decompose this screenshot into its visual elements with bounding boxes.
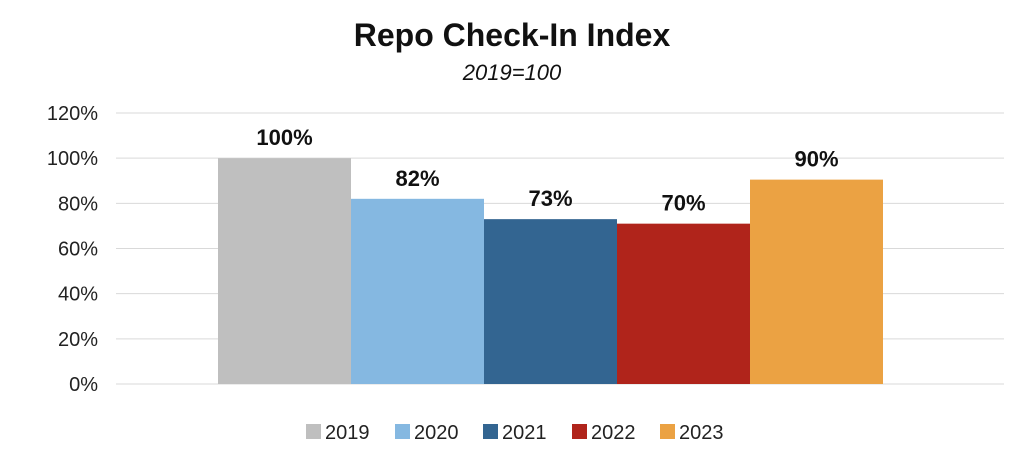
y-axis-ticks: 0% 20% 40% 60% 80% 100% 120% — [47, 103, 98, 396]
y-tick-label: 120% — [47, 103, 98, 125]
legend-swatch — [395, 424, 410, 439]
data-label-2021: 73% — [528, 186, 572, 211]
legend-swatch — [660, 424, 675, 439]
data-label-2019: 100% — [256, 125, 312, 150]
y-tick-label: 60% — [58, 239, 98, 261]
legend-swatch — [306, 424, 321, 439]
chart-title: Repo Check-In Index — [354, 17, 671, 53]
legend-label: 2019 — [325, 422, 370, 444]
legend-item-2023: 2023 — [660, 422, 724, 444]
bar-2023 — [750, 179, 883, 384]
legend-label: 2023 — [679, 422, 724, 444]
bar-2020 — [351, 198, 484, 384]
legend-item-2020: 2020 — [395, 422, 459, 444]
legend-label: 2020 — [414, 422, 459, 444]
legend: 2019 2020 2021 2022 2023 — [306, 422, 724, 444]
data-label-2020: 82% — [395, 166, 439, 191]
bar-2022 — [617, 223, 750, 384]
y-tick-label: 0% — [69, 374, 98, 396]
data-label-2023: 90% — [794, 147, 838, 172]
y-tick-label: 20% — [58, 329, 98, 351]
y-tick-label: 100% — [47, 148, 98, 170]
y-tick-label: 40% — [58, 284, 98, 306]
legend-swatch — [572, 424, 587, 439]
legend-item-2021: 2021 — [483, 422, 547, 444]
chart-subtitle: 2019=100 — [462, 60, 562, 85]
legend-item-2022: 2022 — [572, 422, 636, 444]
bar-2021 — [484, 219, 617, 384]
legend-label: 2021 — [502, 422, 547, 444]
legend-item-2019: 2019 — [306, 422, 370, 444]
legend-label: 2022 — [591, 422, 636, 444]
data-label-2022: 70% — [661, 191, 705, 216]
bar-2019 — [218, 158, 351, 384]
legend-swatch — [483, 424, 498, 439]
y-tick-label: 80% — [58, 193, 98, 215]
data-labels: 100% 82% 73% 70% 90% — [256, 125, 838, 215]
bars — [218, 158, 883, 384]
